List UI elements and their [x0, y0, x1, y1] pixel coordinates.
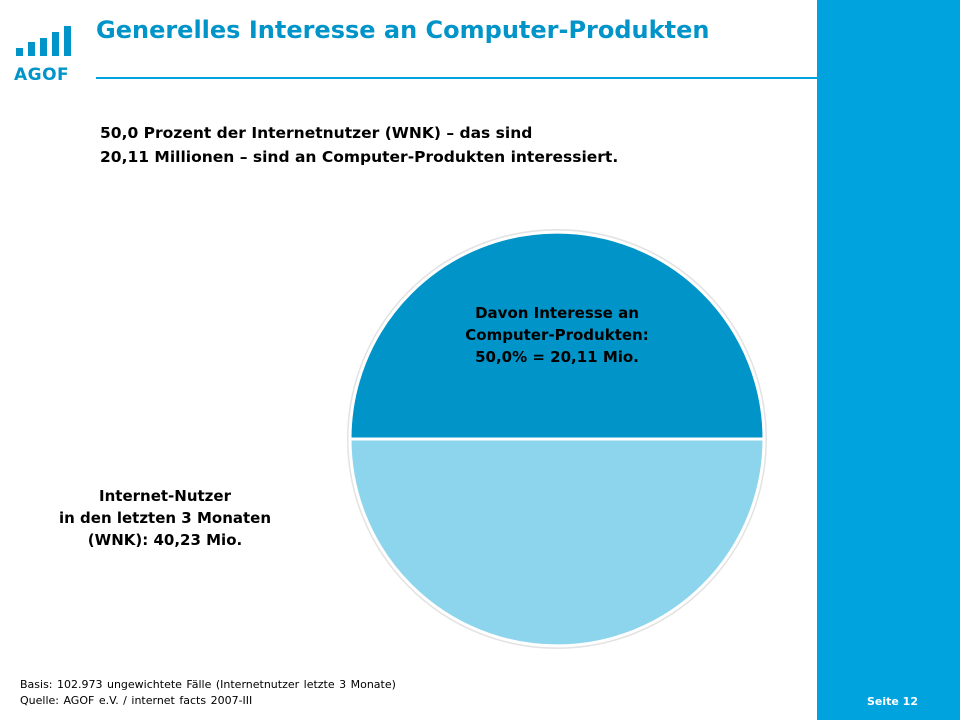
footer-notes: Basis: 102.973 ungewichtete Fälle (Inter… — [20, 677, 720, 709]
right-side-bar: Seite 12 — [817, 0, 960, 720]
footer-source: Quelle: AGOF e.V. / internet facts 2007-… — [20, 694, 253, 707]
slice-label-line: 50,0% = 20,11 Mio. — [475, 348, 639, 366]
pie-slice-interest — [348, 230, 766, 441]
logo-bar — [52, 32, 59, 56]
footer-basis: Basis: 102.973 ungewichtete Fälle (Inter… — [20, 678, 396, 691]
slice-label-interest: Davon Interesse an Computer-Produkten: 5… — [400, 302, 714, 368]
total-label-line: in den letzten 3 Monaten — [58, 509, 272, 527]
logo-bar — [16, 48, 23, 56]
title-divider — [96, 77, 817, 79]
pie-outline — [347, 229, 767, 649]
total-label: Internet-Nutzer in den letzten 3 Monaten… — [20, 485, 310, 551]
page-title: Generelles Interesse an Computer-Produkt… — [96, 16, 710, 44]
page-number: Seite 12 — [866, 695, 918, 708]
logo-text: AGOF — [14, 65, 70, 85]
summary-text: 50,0 Prozent der Internetnutzer (WNK) – … — [100, 121, 800, 169]
summary-line-1: 50,0 Prozent der Internetnutzer (WNK) – … — [100, 124, 533, 142]
slice-label-line: Davon Interesse an — [475, 304, 639, 322]
agof-logo: AGOF — [14, 26, 78, 90]
total-label-line: Internet-Nutzer — [99, 487, 231, 505]
slice-label-line: Computer-Produkten: — [465, 326, 649, 344]
logo-bar — [40, 38, 47, 56]
pie-slice-rest — [348, 437, 766, 648]
summary-line-2: 20,11 Millionen – sind an Computer-Produ… — [100, 148, 619, 166]
logo-bar — [64, 26, 71, 56]
total-label-line: (WNK): 40,23 Mio. — [87, 531, 243, 549]
logo-bar — [28, 42, 35, 56]
